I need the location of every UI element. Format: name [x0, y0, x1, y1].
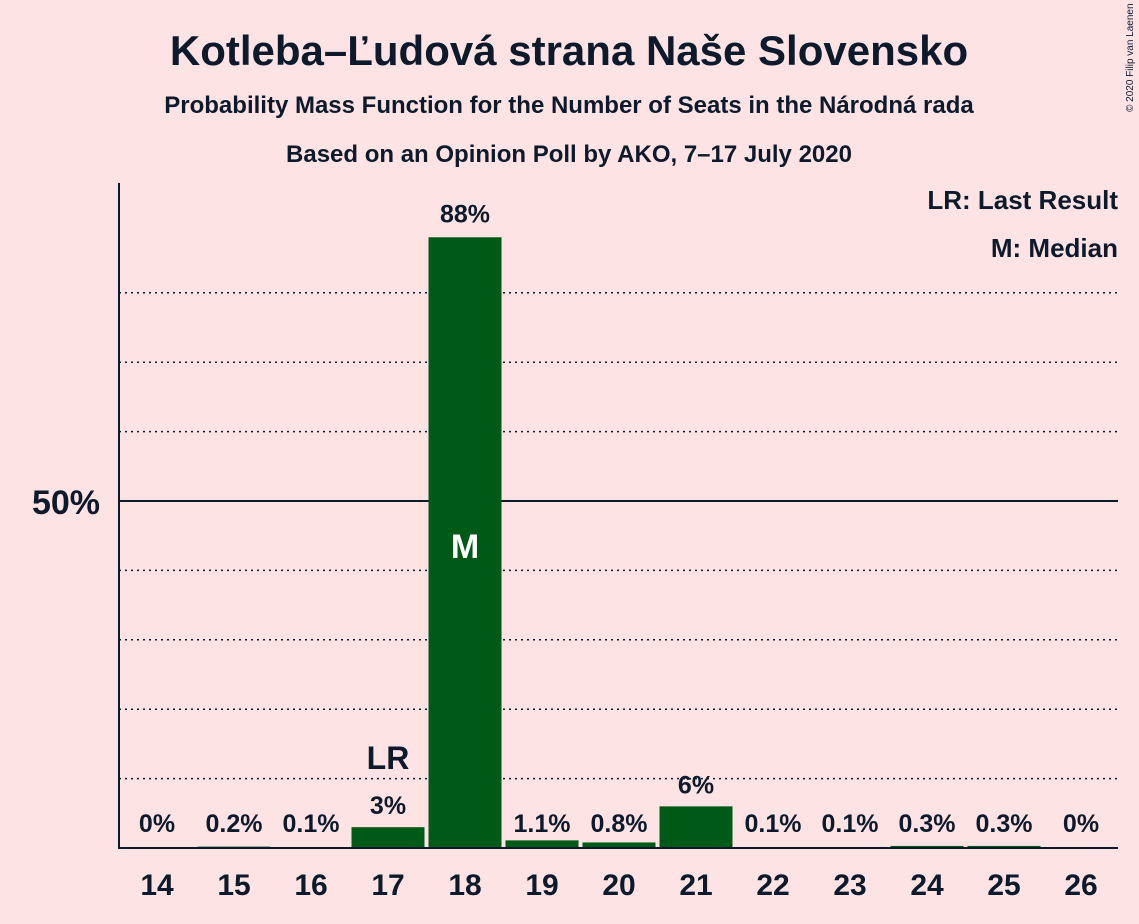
bar-20 — [582, 842, 656, 848]
bar-25 — [967, 845, 1041, 848]
chart-subtitle: Probability Mass Function for the Number… — [164, 92, 974, 119]
copyright-notice: © 2020 Filip van Laenen — [1125, 3, 1136, 112]
value-label-14: 0% — [139, 810, 175, 838]
value-label-25: 0.3% — [976, 810, 1033, 838]
x-tick-label-26: 26 — [1064, 869, 1097, 902]
x-tick-label-14: 14 — [140, 869, 174, 902]
value-label-23: 0.1% — [822, 810, 879, 838]
y-tick-label-50: 50% — [32, 484, 100, 522]
value-label-20: 0.8% — [591, 810, 648, 838]
bar-21 — [659, 806, 733, 848]
last-result-marker: LR — [367, 740, 410, 776]
x-tick-label-25: 25 — [987, 869, 1020, 902]
legend-median: M: Median — [991, 233, 1118, 263]
value-label-15: 0.2% — [206, 810, 263, 838]
value-label-17: 3% — [370, 792, 406, 820]
x-tick-label-17: 17 — [371, 869, 404, 902]
gridlines — [119, 292, 1118, 780]
bar-18 — [428, 237, 502, 848]
median-marker: M — [451, 528, 479, 566]
chart-subtitle-source: Based on an Opinion Poll by AKO, 7–17 Ju… — [286, 141, 852, 168]
x-tick-label-16: 16 — [294, 869, 327, 902]
x-tick-label-22: 22 — [756, 869, 789, 902]
value-label-24: 0.3% — [899, 810, 956, 838]
x-tick-label-21: 21 — [679, 869, 712, 902]
bar-17 — [351, 827, 425, 848]
value-label-19: 1.1% — [514, 810, 571, 838]
x-tick-label-23: 23 — [833, 869, 866, 902]
x-tick-label-18: 18 — [448, 869, 481, 902]
x-tick-labels-group: 14 15 16 17 18 19 20 21 22 23 24 25 26 — [140, 869, 1097, 902]
value-label-22: 0.1% — [745, 810, 802, 838]
x-tick-label-15: 15 — [217, 869, 250, 902]
x-tick-label-20: 20 — [602, 869, 635, 902]
value-label-26: 0% — [1063, 810, 1099, 838]
chart-title: Kotleba–Ľudová strana Naše Slovensko — [170, 27, 968, 74]
bar-19 — [505, 840, 579, 848]
bars-group — [197, 237, 1041, 849]
value-label-21: 6% — [678, 771, 714, 799]
bar-24 — [890, 845, 964, 848]
x-tick-label-19: 19 — [525, 869, 558, 902]
legend-last-result: LR: Last Result — [927, 185, 1118, 215]
value-labels-group: 0% 0.2% 0.1% 3% LR 88% M 1.1% 0.8% 6% 0.1% 0.1% 0.3%… — [139, 200, 1099, 838]
x-tick-label-24: 24 — [910, 869, 944, 902]
value-label-18: 88% — [440, 200, 490, 228]
value-label-16: 0.1% — [283, 810, 340, 838]
